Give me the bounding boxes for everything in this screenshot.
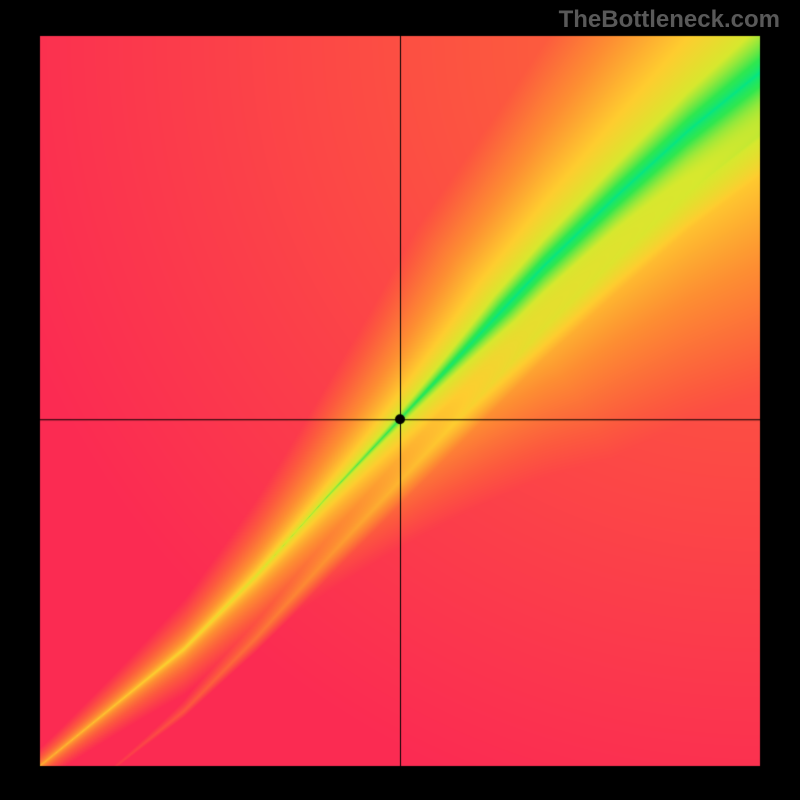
watermark-text: TheBottleneck.com xyxy=(559,6,780,34)
bottleneck-heatmap xyxy=(0,0,800,800)
chart-container: TheBottleneck.com xyxy=(0,0,800,800)
